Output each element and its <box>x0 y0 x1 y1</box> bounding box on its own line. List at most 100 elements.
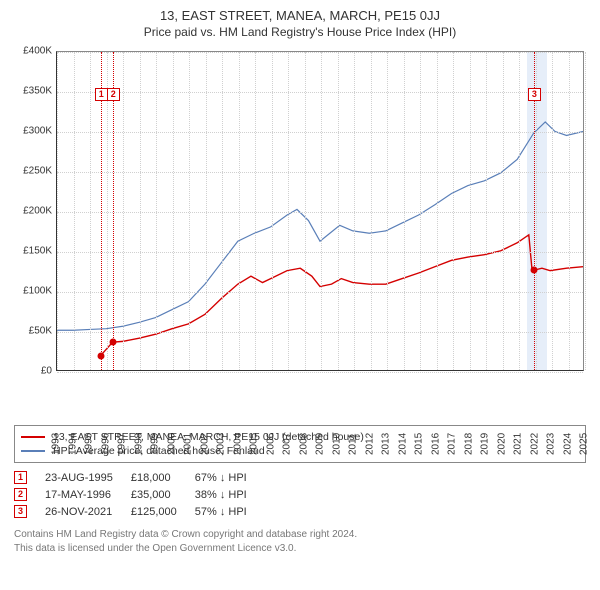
x-axis-label: 1993 <box>51 415 62 455</box>
gridline-v <box>437 52 438 370</box>
gridline-v <box>371 52 372 370</box>
sale-marker-box: 1 <box>95 88 108 101</box>
gridline-v <box>222 52 223 370</box>
gridline-h <box>57 252 583 253</box>
sale-marker-box: 2 <box>107 88 120 101</box>
x-axis-label: 2005 <box>249 415 260 455</box>
series-lines <box>57 52 583 370</box>
gridline-v <box>156 52 157 370</box>
gridline-v <box>90 52 91 370</box>
x-axis-label: 2018 <box>463 415 474 455</box>
series-hpi <box>57 122 583 330</box>
x-axis-label: 2021 <box>513 415 524 455</box>
gridline-v <box>503 52 504 370</box>
gridline-v <box>239 52 240 370</box>
x-axis-label: 2003 <box>216 415 227 455</box>
y-axis-label: £150K <box>10 246 52 257</box>
gridline-v <box>272 52 273 370</box>
x-axis-label: 2022 <box>529 415 540 455</box>
plot-area: 12 3 <box>56 51 584 371</box>
y-axis-label: £200K <box>10 206 52 217</box>
x-axis-label: 1999 <box>150 415 161 455</box>
gridline-v <box>123 52 124 370</box>
gridline-h <box>57 172 583 173</box>
legend-swatch <box>21 436 45 438</box>
x-axis-label: 1996 <box>100 415 111 455</box>
x-axis-label: 2001 <box>183 415 194 455</box>
gridline-h <box>57 212 583 213</box>
gridline-h <box>57 332 583 333</box>
gridline-v <box>387 52 388 370</box>
gridline-h <box>57 92 583 93</box>
gridline-v <box>288 52 289 370</box>
chart-area: 123 £0£50K£100K£150K£200K£250K£300K£350K… <box>10 45 590 415</box>
x-axis-label: 2009 <box>315 415 326 455</box>
gridline-v <box>569 52 570 370</box>
gridline-v <box>189 52 190 370</box>
x-axis-label: 2012 <box>364 415 375 455</box>
gridline-v <box>255 52 256 370</box>
gridline-v <box>404 52 405 370</box>
sale-delta: 57% ↓ HPI <box>195 503 265 520</box>
gridline-v <box>206 52 207 370</box>
sale-row: 326-NOV-2021£125,00057% ↓ HPI <box>14 503 265 520</box>
sale-marker-box: 3 <box>528 88 541 101</box>
sale-date: 26-NOV-2021 <box>45 503 131 520</box>
gridline-v <box>420 52 421 370</box>
y-axis-label: £350K <box>10 86 52 97</box>
sale-delta: 67% ↓ HPI <box>195 469 265 486</box>
gridline-v <box>305 52 306 370</box>
x-axis-label: 1994 <box>67 415 78 455</box>
x-axis-label: 2008 <box>298 415 309 455</box>
y-axis-label: £50K <box>10 326 52 337</box>
x-axis-label: 2013 <box>381 415 392 455</box>
x-axis-label: 2007 <box>282 415 293 455</box>
gridline-v <box>140 52 141 370</box>
y-axis-label: £300K <box>10 126 52 137</box>
gridline-v <box>74 52 75 370</box>
sale-row: 123-AUG-1995£18,00067% ↓ HPI <box>14 469 265 486</box>
gridline-h <box>57 132 583 133</box>
gridline-v <box>585 52 586 370</box>
x-axis-label: 2006 <box>265 415 276 455</box>
gridline-h <box>57 292 583 293</box>
x-axis-label: 2019 <box>480 415 491 455</box>
gridline-v <box>354 52 355 370</box>
sale-index-badge: 1 <box>14 471 27 484</box>
gridline-v <box>486 52 487 370</box>
gridline-v <box>338 52 339 370</box>
gridline-v <box>173 52 174 370</box>
gridline-h <box>57 52 583 53</box>
x-axis-label: 2025 <box>579 415 590 455</box>
footer-line-2: This data is licensed under the Open Gov… <box>14 542 586 556</box>
x-axis-label: 1997 <box>117 415 128 455</box>
footer-attribution: Contains HM Land Registry data © Crown c… <box>14 528 586 555</box>
x-axis-label: 2014 <box>397 415 408 455</box>
y-axis-label: £100K <box>10 286 52 297</box>
gridline-v <box>470 52 471 370</box>
x-axis-label: 2000 <box>166 415 177 455</box>
x-axis-label: 2020 <box>496 415 507 455</box>
sale-marker-dot <box>97 352 104 359</box>
sale-index-badge: 2 <box>14 488 27 501</box>
sale-price: £18,000 <box>131 469 195 486</box>
gridline-v <box>57 52 58 370</box>
sale-marker-dot <box>530 267 537 274</box>
x-axis-label: 2004 <box>232 415 243 455</box>
x-axis-label: 2016 <box>430 415 441 455</box>
sale-row: 217-MAY-1996£35,00038% ↓ HPI <box>14 486 265 503</box>
footer-line-1: Contains HM Land Registry data © Crown c… <box>14 528 586 542</box>
chart-container: 13, EAST STREET, MANEA, MARCH, PE15 0JJ … <box>0 0 600 559</box>
x-axis-label: 2015 <box>414 415 425 455</box>
x-axis-label: 2017 <box>447 415 458 455</box>
gridline-v <box>552 52 553 370</box>
x-axis-label: 1998 <box>133 415 144 455</box>
x-axis-label: 1995 <box>84 415 95 455</box>
x-axis-label: 2010 <box>331 415 342 455</box>
x-axis-label: 2002 <box>199 415 210 455</box>
sale-index-badge: 3 <box>14 505 27 518</box>
legend-swatch <box>21 450 45 452</box>
gridline-v <box>519 52 520 370</box>
sale-price: £35,000 <box>131 486 195 503</box>
gridline-h <box>57 372 583 373</box>
